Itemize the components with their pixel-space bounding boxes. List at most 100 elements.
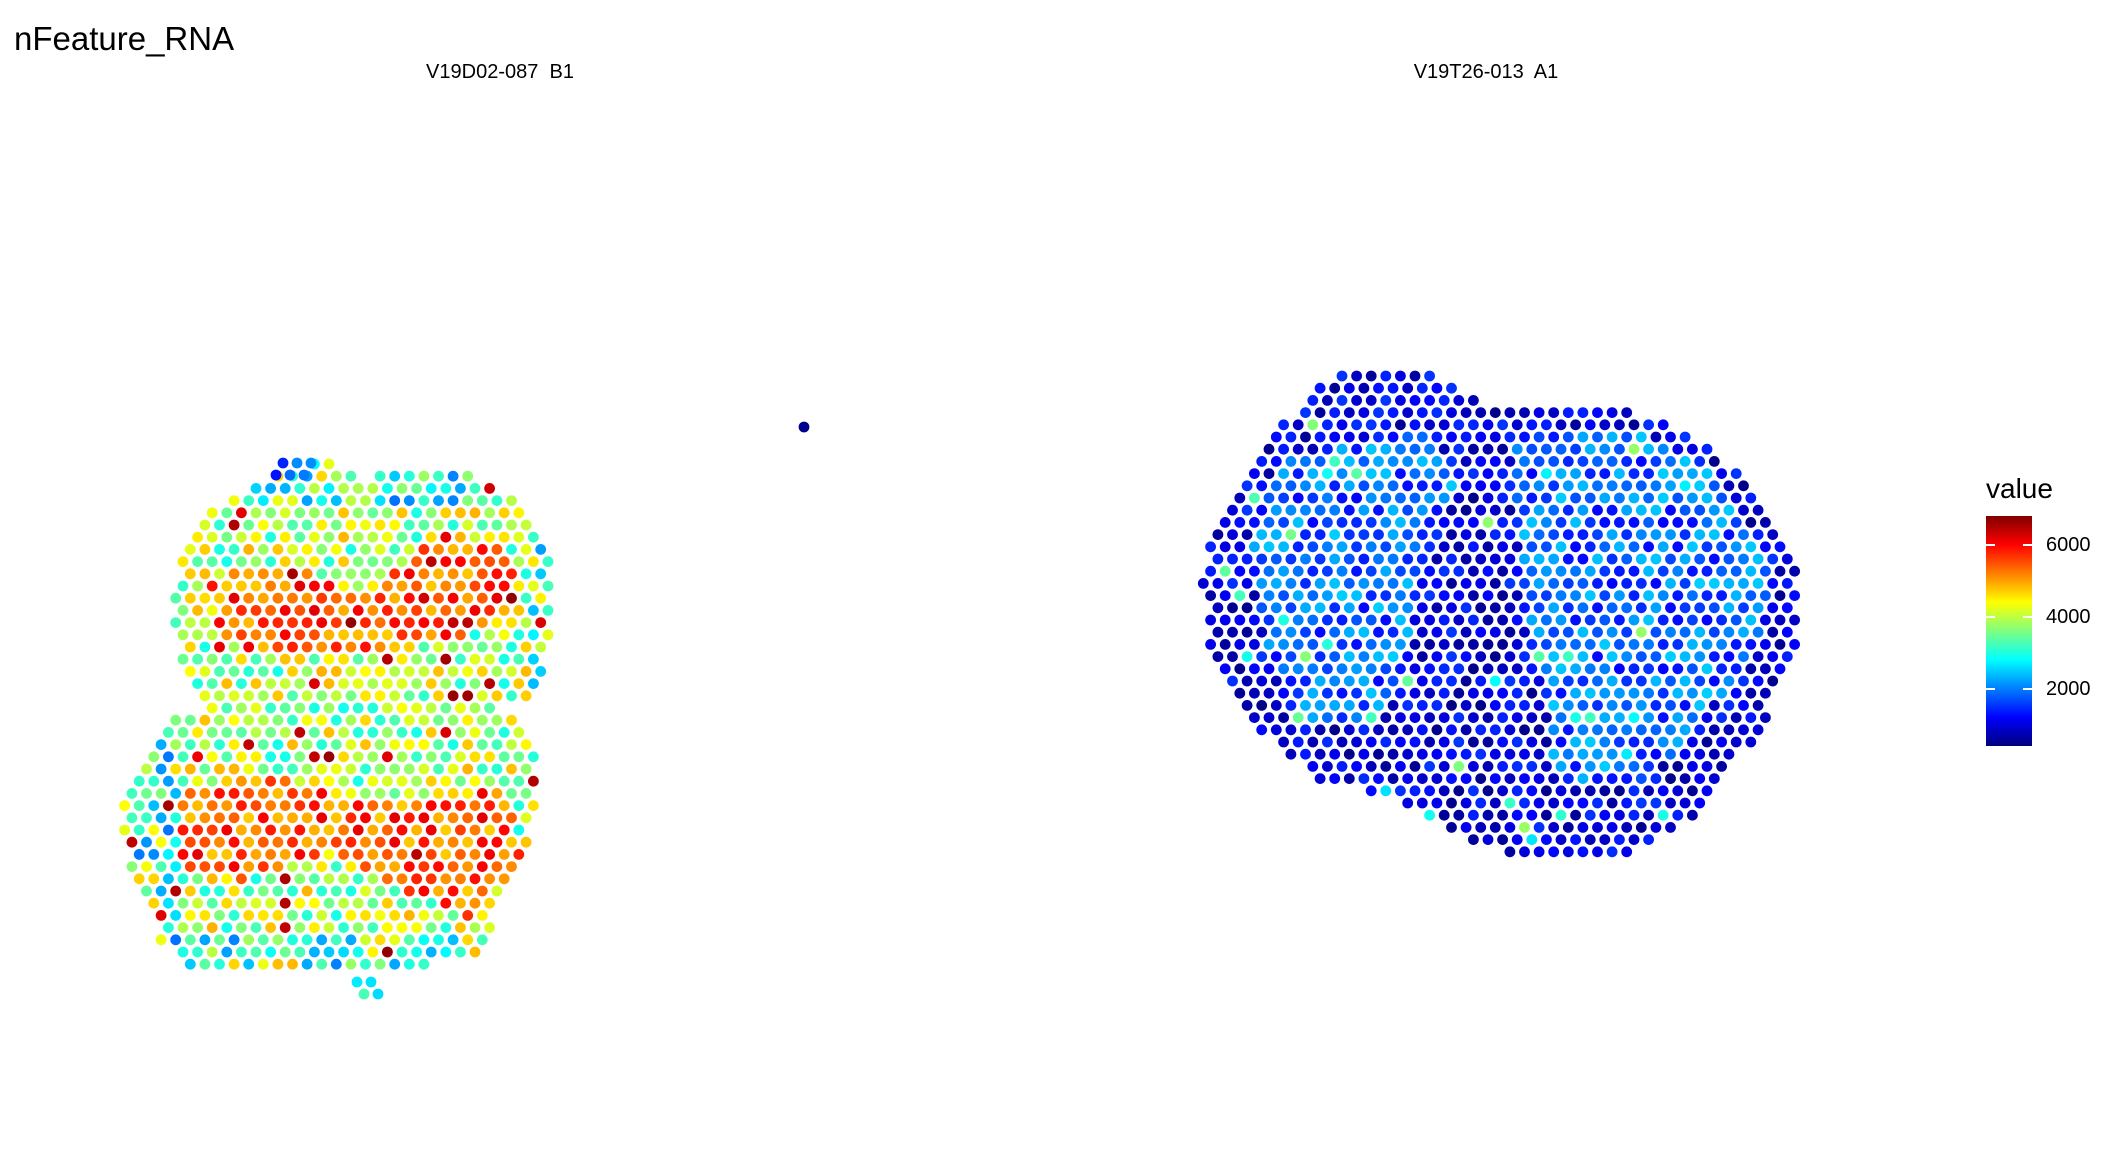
- spot-v19t26-013-a1: [1227, 602, 1238, 614]
- spot-v19d02-087-b1: [279, 678, 291, 689]
- spot-v19d02-087-b1: [374, 861, 386, 872]
- spot-v19t26-013-a1: [1468, 712, 1479, 723]
- spot-v19d02-087-b1: [279, 727, 291, 738]
- spot-v19t26-013-a1: [1555, 614, 1567, 626]
- spot-v19t26-013-a1: [1424, 809, 1435, 821]
- spot-v19t26-013-a1: [1672, 565, 1684, 577]
- spot-v19d02-087-b1: [528, 580, 539, 592]
- spot-v19d02-087-b1: [440, 531, 452, 543]
- spot-v19d02-087-b1: [440, 946, 452, 958]
- spot-v19t26-013-a1: [1482, 443, 1494, 455]
- spot-v19t26-013-a1: [1351, 639, 1362, 650]
- spot-v19t26-013-a1: [1584, 712, 1596, 723]
- spot-v19t26-013-a1: [1409, 614, 1421, 626]
- spot-v19t26-013-a1: [1482, 687, 1494, 699]
- spot-v19d02-087-b1: [338, 702, 349, 714]
- spot-v19t26-013-a1: [1621, 602, 1633, 614]
- spot-v19t26-013-a1: [1387, 382, 1399, 394]
- spot-v19d02-087-b1: [301, 666, 313, 677]
- spot-v19t26-013-a1: [1322, 712, 1333, 723]
- spot-v19t26-013-a1: [1300, 748, 1311, 760]
- spot-v19t26-013-a1: [1249, 663, 1260, 675]
- spot-v19d02-087-b1: [345, 519, 357, 531]
- spot-v19d02-087-b1: [272, 739, 284, 750]
- spot-v19d02-087-b1: [389, 788, 401, 799]
- spot-v19d02-087-b1: [301, 910, 313, 921]
- spot-v19t26-013-a1: [1533, 700, 1545, 711]
- spot-v19t26-013-a1: [1453, 687, 1465, 699]
- spot-v19t26-013-a1: [1614, 761, 1625, 772]
- spot-v19d02-087-b1: [372, 988, 384, 1000]
- spot-v19d02-087-b1: [294, 531, 306, 543]
- spot-v19d02-087-b1: [447, 568, 459, 580]
- spot-v19d02-087-b1: [206, 653, 218, 665]
- spot-v19t26-013-a1: [1774, 614, 1786, 626]
- spot-v19d02-087-b1: [236, 897, 247, 909]
- spot-v19t26-013-a1: [1548, 748, 1560, 760]
- spot-v19t26-013-a1: [1402, 626, 1414, 638]
- spot-v19t26-013-a1: [1657, 565, 1669, 577]
- spot-v19d02-087-b1: [360, 544, 371, 555]
- spot-v19t26-013-a1: [1387, 553, 1399, 565]
- spot-v19d02-087-b1: [177, 849, 189, 860]
- spot-v19t26-013-a1: [1300, 504, 1311, 516]
- spot-v19d02-087-b1: [330, 641, 342, 653]
- spot-v19d02-087-b1: [462, 617, 474, 628]
- spot-v19d02-087-b1: [316, 836, 328, 848]
- spot-v19t26-013-a1: [1723, 675, 1735, 687]
- spot-v19t26-013-a1: [1701, 761, 1713, 772]
- spot-v19t26-013-a1: [1402, 724, 1414, 736]
- spot-v19t26-013-a1: [1438, 419, 1450, 431]
- spot-v19t26-013-a1: [1570, 614, 1581, 626]
- spot-v19t26-013-a1: [1431, 675, 1443, 687]
- spot-v19d02-087-b1: [163, 751, 174, 763]
- spot-v19d02-087-b1: [374, 910, 386, 921]
- spot-v19t26-013-a1: [1497, 663, 1508, 675]
- spot-v19t26-013-a1: [1322, 443, 1333, 455]
- spot-v19d02-087-b1: [265, 897, 276, 909]
- spot-v19t26-013-a1: [1635, 651, 1647, 662]
- spot-v19t26-013-a1: [1621, 700, 1633, 711]
- spot-v19t26-013-a1: [1416, 504, 1428, 516]
- spot-v19t26-013-a1: [1745, 639, 1757, 650]
- spot-v19d02-087-b1: [513, 507, 525, 519]
- spot-v19d02-087-b1: [206, 702, 218, 714]
- spot-v19t26-013-a1: [1497, 492, 1508, 504]
- spot-v19t26-013-a1: [1599, 785, 1611, 797]
- spot-v19d02-087-b1: [374, 763, 386, 775]
- spot-v19t26-013-a1: [1708, 724, 1720, 736]
- spot-v19d02-087-b1: [367, 897, 379, 909]
- spot-v19t26-013-a1: [1606, 773, 1618, 784]
- spot-v19t26-013-a1: [1665, 675, 1676, 687]
- spot-v19d02-087-b1: [433, 763, 444, 775]
- spot-v19d02-087-b1: [476, 812, 488, 824]
- spot-v19t26-013-a1: [1358, 382, 1370, 394]
- spot-v19t26-013-a1: [1395, 663, 1406, 675]
- spot-v19d02-087-b1: [330, 885, 342, 897]
- spot-v19d02-087-b1: [250, 873, 262, 885]
- spot-v19d02-087-b1: [455, 897, 466, 909]
- spot-v19d02-087-b1: [221, 946, 233, 958]
- spot-v19t26-013-a1: [1687, 443, 1698, 455]
- spot-v19t26-013-a1: [1497, 712, 1508, 723]
- spot-v19t26-013-a1: [1285, 553, 1297, 565]
- spot-v19t26-013-a1: [1468, 590, 1479, 601]
- spot-v19d02-087-b1: [287, 836, 298, 848]
- panel-title-left: V19D02-087 B1: [426, 61, 574, 83]
- spot-v19d02-087-b1: [236, 922, 247, 933]
- spot-v19d02-087-b1: [425, 580, 437, 592]
- spot-v19d02-087-b1: [389, 836, 401, 848]
- spot-v19t26-013-a1: [1343, 382, 1355, 394]
- spot-v19t26-013-a1: [1541, 712, 1552, 723]
- spot-v19t26-013-a1: [1672, 468, 1684, 479]
- spot-v19t26-013-a1: [1336, 687, 1348, 699]
- spot-v19d02-087-b1: [301, 544, 313, 555]
- spot-v19t26-013-a1: [1358, 504, 1370, 516]
- spot-v19d02-087-b1: [192, 556, 204, 567]
- spot-v19d02-087-b1: [462, 641, 474, 653]
- spot-v19t26-013-a1: [1701, 590, 1713, 601]
- spot-v19t26-013-a1: [1424, 468, 1435, 479]
- spot-v19d02-087-b1: [228, 666, 240, 677]
- spot-v19d02-087-b1: [192, 946, 204, 958]
- spot-v19d02-087-b1: [455, 678, 466, 689]
